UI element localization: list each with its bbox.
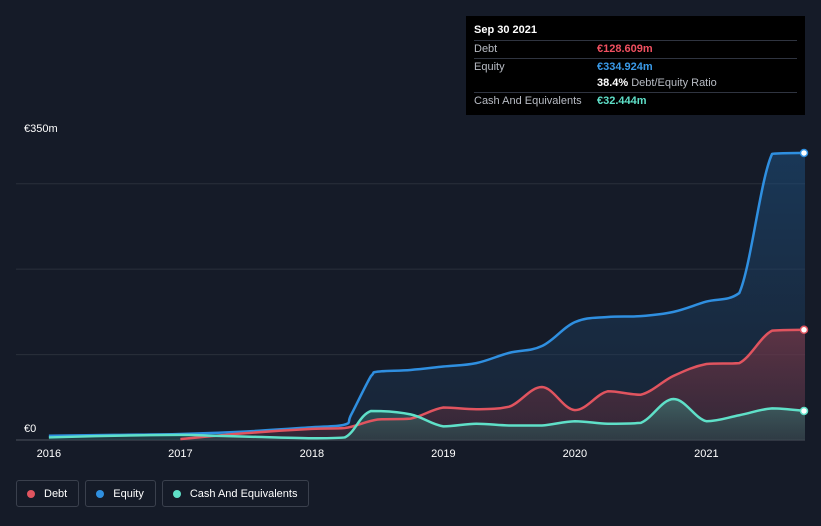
tooltip-row-cash: Cash And Equivalents €32.444m [474, 91, 797, 110]
tooltip-label: Cash And Equivalents [474, 94, 582, 107]
tooltip-row-equity: Equity €334.924m [474, 57, 797, 76]
axis-ticks: €350m €0 2016 2017 2018 2019 2020 2021 [24, 123, 719, 460]
legend-dot-icon [172, 489, 181, 498]
cash-and-equivalents-area [48, 398, 805, 440]
x-tick-label: 2017 [168, 448, 192, 460]
cash-and-equivalents-line [48, 397, 806, 440]
debt-line [180, 328, 806, 441]
tooltip-value: €32.444m [597, 94, 647, 107]
legend: Debt Equity Cash And Equivalents [16, 480, 310, 507]
tooltip-date: Sep 30 2021 [474, 24, 537, 36]
tooltip-value: 38.4% [597, 77, 629, 90]
legend-label: Cash And Equivalents [189, 487, 298, 500]
x-tick-label: 2021 [694, 448, 718, 460]
y-tick-label: €350m [24, 123, 58, 135]
equity-end-dot [799, 148, 809, 158]
legend-dot-icon [96, 489, 105, 498]
tooltip-row-ratio: 38.4% Debt/Equity Ratio [474, 75, 797, 92]
series-lines [48, 151, 806, 441]
x-tick-label: 2016 [37, 448, 61, 460]
tooltip-ratio-caption: Debt/Equity Ratio [631, 77, 717, 90]
x-tick-label: 2018 [300, 448, 324, 460]
x-tick-label: 2019 [431, 448, 455, 460]
series-areas [48, 152, 805, 440]
legend-item-equity[interactable]: Equity [85, 480, 156, 507]
tooltip-label: Debt [474, 43, 498, 56]
y-tick-label: €0 [24, 423, 36, 435]
legend-label: Debt [44, 487, 68, 500]
tooltip-row-debt: Debt €128.609m [474, 40, 797, 58]
series-end-dots [799, 148, 809, 416]
legend-dot-icon [27, 489, 35, 498]
legend-item-cash[interactable]: Cash And Equivalents [161, 480, 310, 507]
tooltip-label: Equity [474, 60, 505, 73]
cash-and-equivalents-end-dot [799, 406, 809, 416]
tooltip-panel: Sep 30 2021 Debt €128.609m Equity €334.9… [466, 16, 805, 115]
equity-area [48, 152, 805, 440]
legend-label: Equity [113, 487, 144, 500]
debt-end-dot [799, 325, 809, 335]
x-tick-label: 2020 [563, 448, 587, 460]
tooltip-value: €334.924m [597, 60, 653, 73]
tooltip-value: €128.609m [597, 43, 653, 56]
legend-item-debt[interactable]: Debt [16, 480, 80, 507]
debt-area [180, 329, 805, 440]
equity-line [48, 151, 806, 437]
